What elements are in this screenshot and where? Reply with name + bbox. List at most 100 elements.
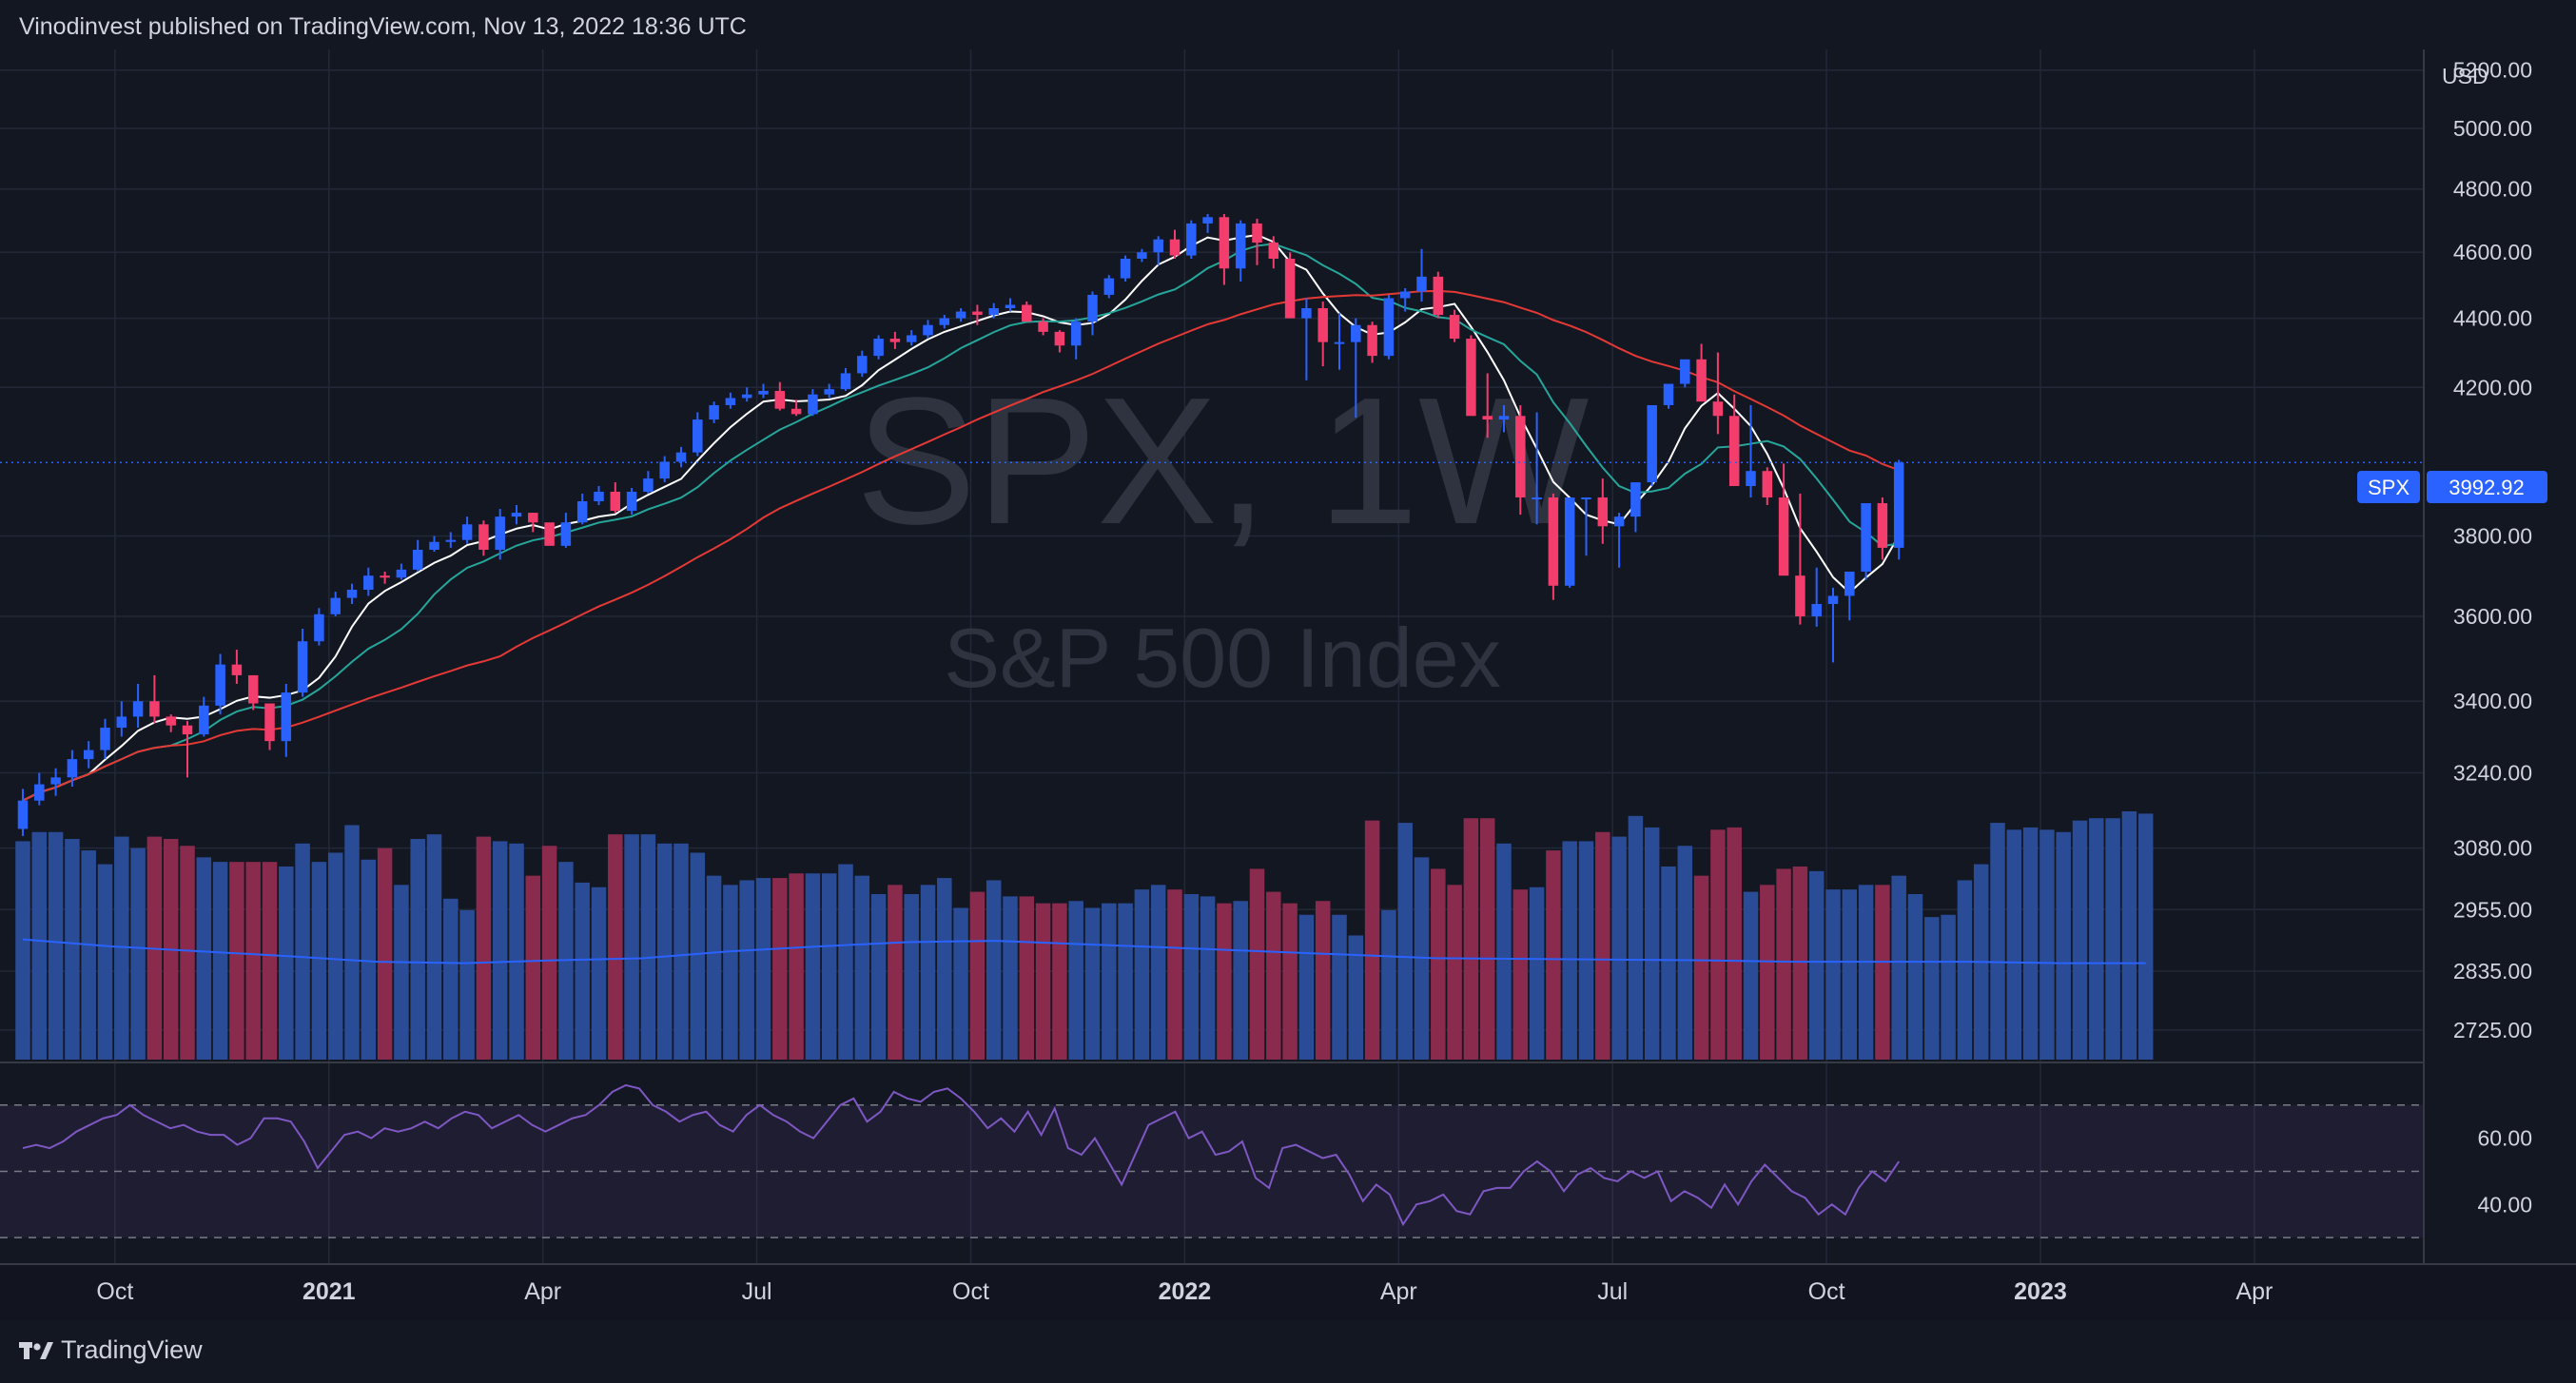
candle[interactable] [100,718,110,760]
candle[interactable] [1334,313,1345,370]
candle[interactable] [1762,467,1773,506]
candle[interactable] [741,387,752,402]
candle[interactable] [675,446,687,468]
candle[interactable] [1416,248,1427,302]
price-axis[interactable]: 5200.00 5000.00 4800.00 4600.00 4400.00 4200.… [2453,58,2532,1042]
candle[interactable] [988,302,999,319]
candle[interactable] [758,383,769,399]
candle[interactable] [1811,567,1822,627]
candle[interactable] [610,482,621,514]
candle[interactable] [1137,248,1147,263]
candle[interactable] [1795,493,1805,625]
candle[interactable] [1022,301,1032,322]
candle[interactable] [1647,404,1657,487]
candle[interactable] [1466,335,1476,417]
candle[interactable] [1548,493,1559,600]
tradingview-logo[interactable]: TradingView [19,1335,203,1365]
candle[interactable] [1663,383,1674,409]
candle[interactable] [1482,373,1493,438]
candle[interactable] [264,703,275,750]
candle[interactable] [1005,298,1016,312]
candle[interactable] [576,493,588,525]
candle[interactable] [528,513,538,533]
candle[interactable] [1433,271,1444,319]
candle[interactable] [1844,571,1855,621]
candle[interactable] [1284,252,1296,319]
candle[interactable] [429,536,439,553]
candle[interactable] [889,331,901,349]
candle[interactable] [1564,497,1575,588]
candle[interactable] [1038,318,1048,336]
candle[interactable] [808,389,818,417]
candle[interactable] [511,505,522,525]
candle[interactable] [1219,213,1230,285]
candle[interactable] [478,520,489,556]
time-axis[interactable]: JulOct2021AprJulOct2022AprJulOct2023Apr [0,1278,2273,1305]
candle[interactable] [1399,287,1411,312]
candle[interactable] [297,629,308,697]
candle[interactable] [1054,330,1065,353]
candle[interactable] [1696,343,1707,402]
candle[interactable] [840,367,851,391]
candle[interactable] [495,509,505,560]
candle[interactable] [1087,291,1098,336]
candle[interactable] [873,335,884,360]
candle[interactable] [247,674,259,711]
candle[interactable] [1169,229,1181,260]
candle[interactable] [923,320,933,340]
candle[interactable] [461,516,473,544]
candle[interactable] [1630,482,1641,533]
candle[interactable] [626,488,637,516]
candle[interactable] [396,563,407,580]
candle[interactable] [330,592,341,616]
candle[interactable] [34,772,45,806]
candle[interactable] [182,721,193,778]
candle[interactable] [132,683,144,729]
candle[interactable] [1827,587,1839,663]
candle[interactable] [972,304,983,325]
candle[interactable] [725,392,736,409]
candle[interactable] [363,567,374,596]
candle[interactable] [1877,497,1888,560]
candle[interactable] [1268,236,1279,269]
candle[interactable] [1383,294,1395,360]
candle[interactable] [67,750,78,788]
candle[interactable] [1449,309,1460,342]
candle[interactable] [1515,404,1526,516]
rsi-pane[interactable] [0,1083,2424,1238]
candle[interactable] [824,383,834,399]
candle[interactable] [1103,275,1115,299]
candle[interactable] [1120,255,1131,282]
candle[interactable] [1498,404,1510,433]
candle[interactable] [560,513,572,548]
candle[interactable] [314,608,324,646]
candle[interactable] [544,522,555,546]
candle[interactable] [693,412,703,457]
candle[interactable] [445,532,457,548]
candle[interactable] [1351,318,1361,419]
candle[interactable] [1613,513,1625,568]
candle[interactable] [939,315,950,329]
candle[interactable] [659,456,670,483]
candle[interactable] [1153,236,1163,265]
candle[interactable] [1597,478,1609,544]
candle[interactable] [790,399,802,417]
candle[interactable] [1893,459,1904,560]
candle[interactable] [1186,220,1197,260]
candle[interactable] [709,401,719,423]
candle[interactable] [1252,218,1262,265]
candle[interactable] [1581,497,1591,556]
rsi-axis[interactable]: 60.00 40.00 [2477,1126,2532,1217]
candle[interactable] [1070,318,1082,360]
candle[interactable] [1712,352,1724,435]
candle[interactable] [50,768,61,796]
candle[interactable] [281,683,292,757]
candle[interactable] [231,650,243,684]
candle[interactable] [1367,321,1377,363]
candle[interactable] [857,350,868,378]
candle[interactable] [1532,412,1542,525]
candle[interactable] [1202,213,1213,233]
candle[interactable] [17,789,29,836]
candle[interactable] [643,471,654,494]
candle[interactable] [594,486,604,506]
